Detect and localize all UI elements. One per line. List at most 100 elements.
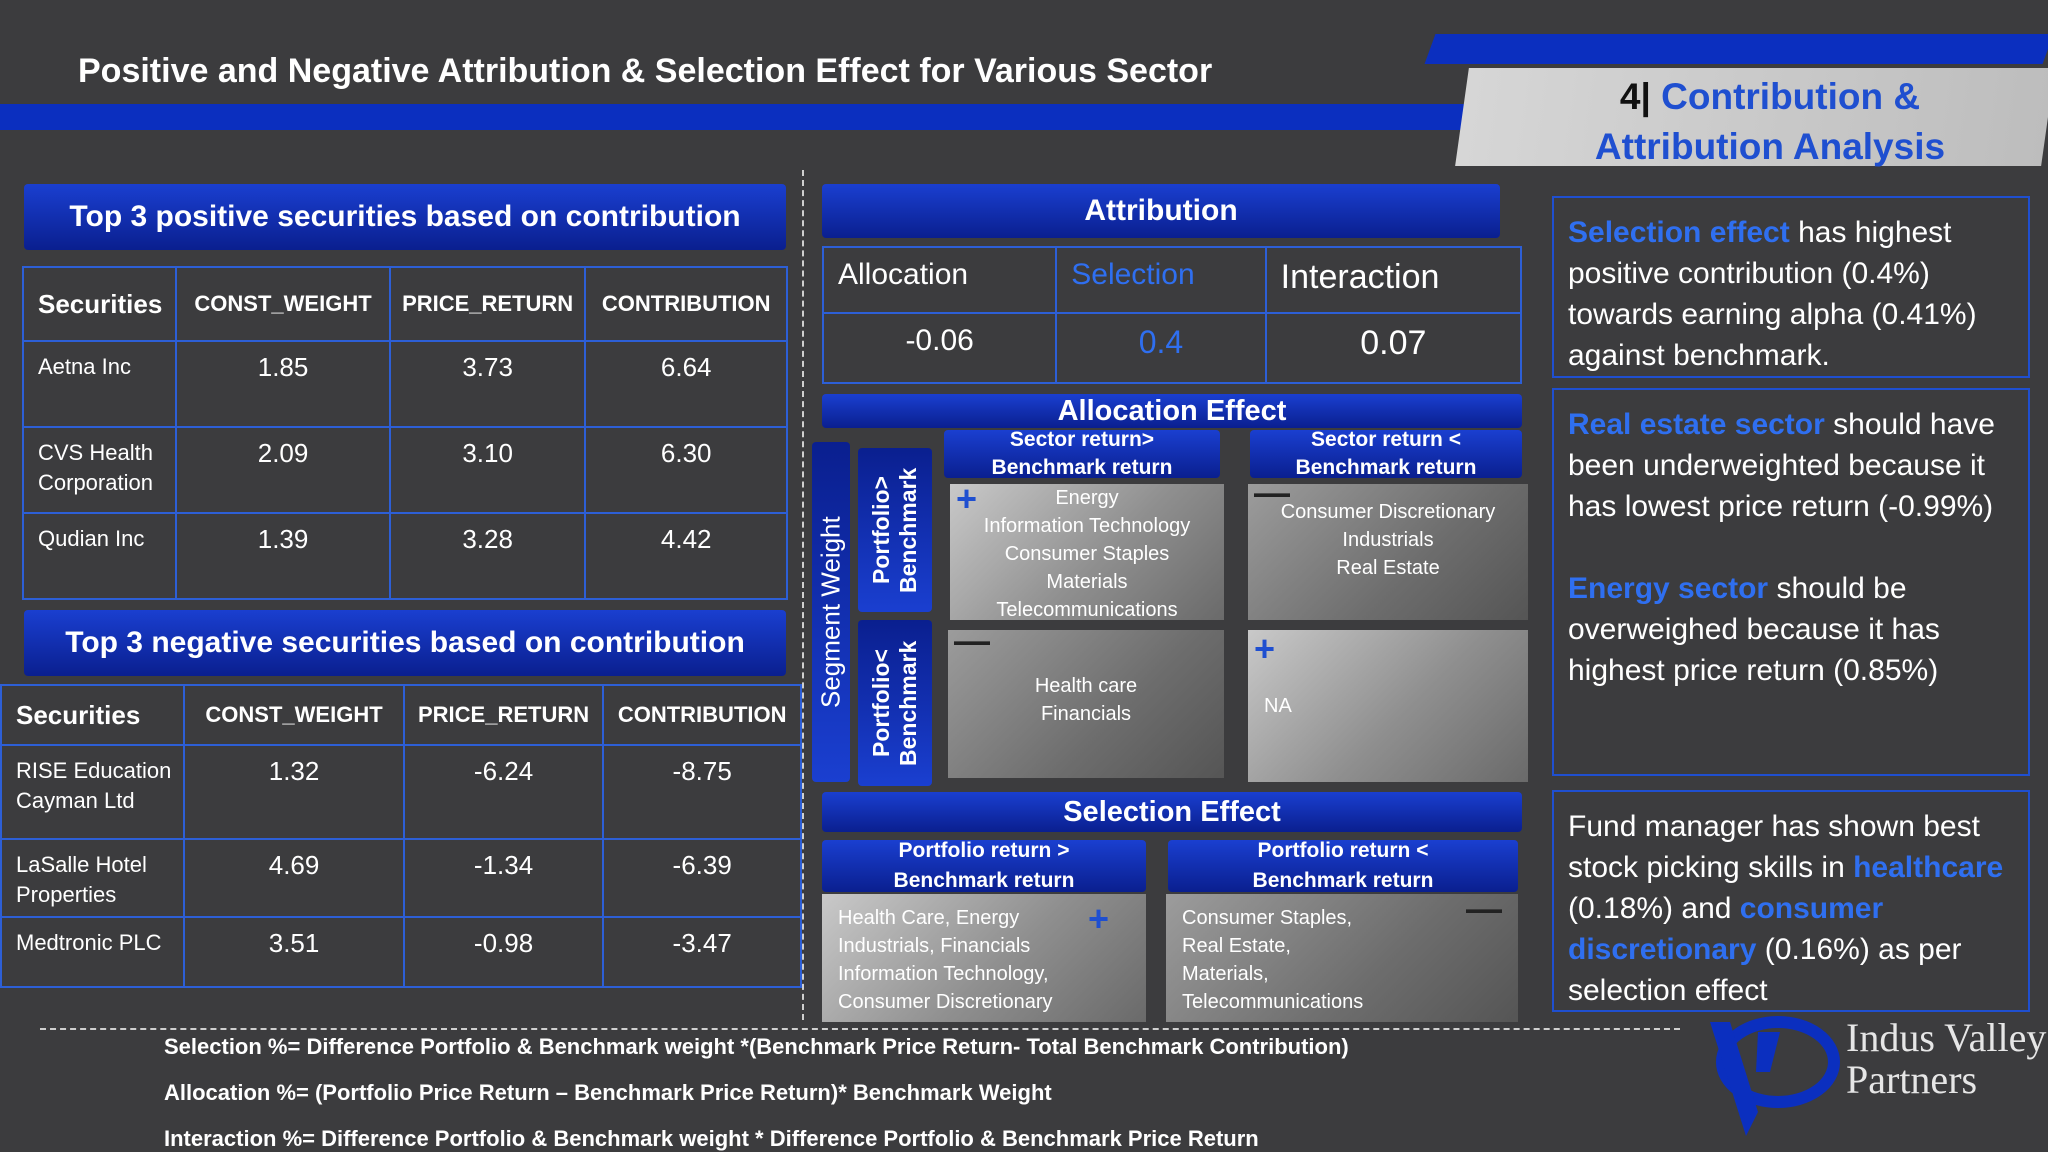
allocation-cell-top-left: + Energy Information Technology Consumer… bbox=[950, 478, 1224, 621]
attribution-heading: Attribution bbox=[822, 184, 1500, 238]
header-bar bbox=[0, 104, 1480, 130]
contribution: 6.30 bbox=[584, 426, 788, 514]
sector-item: Telecommunications bbox=[1182, 991, 1364, 1013]
price-return: 3.73 bbox=[388, 340, 587, 428]
note-text: has highest positive contribution (0.4%)… bbox=[1568, 216, 1977, 372]
contribution: 6.64 bbox=[584, 340, 788, 428]
positive-table: Securities CONST_WEIGHT PRICE_RETURN CON… bbox=[21, 266, 788, 600]
sector-item: Consumer Staples, bbox=[1182, 907, 1353, 929]
price-return: -0.98 bbox=[402, 916, 605, 988]
sector-item: Materials, bbox=[1182, 963, 1269, 985]
section-number: 4| bbox=[1619, 76, 1651, 117]
column-header: CONST_WEIGHT bbox=[183, 684, 405, 746]
col-label-portfolio-greater: Portfolio return > Benchmark return bbox=[822, 839, 1146, 892]
sector-item: Consumer Staples bbox=[1004, 543, 1170, 565]
sector-item: Telecommunications bbox=[996, 599, 1178, 621]
attribution-label-row: Allocation Selection Interaction bbox=[821, 246, 1523, 314]
price-return: 3.10 bbox=[388, 426, 587, 514]
note-sectors: Real estate sector should have been unde… bbox=[1552, 388, 2030, 776]
row-label-portfolio-greater: Portfolio> Benchmark bbox=[858, 448, 932, 612]
header-bar-right bbox=[1424, 34, 2048, 64]
column-header: Securities bbox=[21, 266, 178, 342]
sector-item: Information Technology bbox=[983, 515, 1191, 537]
const-weight: 4.69 bbox=[183, 838, 405, 918]
sector-item: Information Technology, bbox=[838, 963, 1049, 985]
allocation-cell-bottom-right: + NA bbox=[1248, 630, 1528, 782]
attribution-table: Allocation Selection Interaction -0.06 0… bbox=[821, 246, 1523, 384]
allocation-value: -0.06 bbox=[821, 312, 1058, 384]
table-header-row: Securities CONST_WEIGHT PRICE_RETURN CON… bbox=[21, 266, 788, 342]
page-title: Positive and Negative Attribution & Sele… bbox=[78, 52, 1213, 90]
allocation-cell-top-right: — Consumer Discretionary Industrials Rea… bbox=[1248, 475, 1528, 620]
ivp-logo-icon bbox=[1710, 1016, 1840, 1136]
sector-item: Real Estate, bbox=[1182, 935, 1291, 957]
price-return: -6.24 bbox=[402, 744, 605, 840]
table-row: LaSalle Hotel Properties 4.69 -1.34 -6.3… bbox=[0, 838, 802, 918]
plus-icon: + bbox=[1254, 628, 1276, 669]
table-row: Aetna Inc 1.85 3.73 6.64 bbox=[21, 340, 788, 428]
negative-table: Securities CONST_WEIGHT PRICE_RETURN CON… bbox=[0, 684, 802, 988]
note-highlight: Energy sector bbox=[1568, 572, 1769, 605]
price-return: -1.34 bbox=[402, 838, 605, 918]
logo-line-1: Indus Valley bbox=[1846, 1015, 2047, 1060]
sector-item: Financials bbox=[1040, 703, 1132, 725]
attribution-value-row: -0.06 0.4 0.07 bbox=[821, 312, 1523, 384]
note-fund-manager: Fund manager has shown best stock pickin… bbox=[1552, 790, 2030, 1012]
note-text: should have been underweighted because i… bbox=[1568, 408, 1995, 523]
selection-value: 0.4 bbox=[1055, 312, 1267, 384]
table-row: Medtronic PLC 3.51 -0.98 -3.47 bbox=[0, 916, 802, 988]
table-header-row: Securities CONST_WEIGHT PRICE_RETURN CON… bbox=[0, 684, 802, 746]
selection-label: Selection bbox=[1055, 246, 1267, 314]
sector-item: Industrials, Financials bbox=[838, 935, 1031, 957]
table-row: Qudian Inc 1.39 3.28 4.42 bbox=[21, 512, 788, 600]
allocation-effect-heading: Allocation Effect bbox=[822, 394, 1522, 428]
vertical-divider bbox=[802, 170, 804, 1020]
formula-allocation: Allocation %= (Portfolio Price Return – … bbox=[164, 1080, 1052, 1105]
const-weight: 3.51 bbox=[183, 916, 405, 988]
const-weight: 1.85 bbox=[175, 340, 391, 428]
segment-weight-label: Segment Weight bbox=[812, 442, 850, 782]
col-label-sector-greater: Sector return> Benchmark return bbox=[944, 428, 1220, 479]
allocation-label: Allocation bbox=[821, 246, 1058, 314]
const-weight: 2.09 bbox=[175, 426, 391, 514]
const-weight: 1.32 bbox=[183, 744, 405, 840]
allocation-cell-bottom-left: — Health care Financials bbox=[948, 623, 1224, 778]
sector-item: Industrials bbox=[1342, 529, 1434, 551]
plus-icon: + bbox=[956, 478, 978, 519]
table-row: CVS Health Corporation 2.09 3.10 6.30 bbox=[21, 426, 788, 514]
column-header: Securities bbox=[0, 684, 186, 746]
note-text: (0.16%) as per selection effect bbox=[1568, 933, 1962, 1007]
negative-table-heading: Top 3 negative securities based on contr… bbox=[24, 610, 786, 676]
sector-item: Health Care, Energy bbox=[838, 907, 1020, 929]
sector-item: Real Estate bbox=[1336, 557, 1440, 579]
sector-item: Energy bbox=[1055, 487, 1119, 509]
selection-cell-left: + Health Care, Energy Industrials, Finan… bbox=[822, 894, 1146, 1022]
minus-icon: — bbox=[1254, 472, 1290, 513]
sector-item: Materials bbox=[1046, 571, 1128, 593]
section-label: 4| Contribution & Attribution Analysis bbox=[1530, 72, 2010, 172]
price-return: 3.28 bbox=[388, 512, 587, 600]
contribution: 4.42 bbox=[584, 512, 788, 600]
section-title: Contribution & Attribution Analysis bbox=[1594, 76, 1946, 167]
note-selection-effect: Selection effect has highest positive co… bbox=[1552, 196, 2030, 378]
note-highlight: consumer discretionary bbox=[1568, 892, 1884, 966]
column-header: PRICE_RETURN bbox=[388, 266, 587, 342]
contribution: -3.47 bbox=[602, 916, 802, 988]
plus-icon: + bbox=[1088, 898, 1110, 939]
column-header: PRICE_RETURN bbox=[402, 684, 605, 746]
interaction-label: Interaction bbox=[1264, 246, 1523, 314]
column-header: CONTRIBUTION bbox=[602, 684, 802, 746]
note-text: should be overweighed because it has hig… bbox=[1568, 572, 1940, 687]
company-logo: Indus Valley Partners bbox=[1700, 1012, 2048, 1152]
security-name: Aetna Inc bbox=[21, 340, 178, 428]
selection-cell-right: — Consumer Staples, Real Estate, Materia… bbox=[1166, 891, 1518, 1022]
col-label-sector-less: Sector return < Benchmark return bbox=[1250, 428, 1522, 479]
security-name: LaSalle Hotel Properties bbox=[0, 838, 186, 918]
note-highlight: Selection effect bbox=[1568, 216, 1790, 249]
contribution: -6.39 bbox=[602, 838, 802, 918]
const-weight: 1.39 bbox=[175, 512, 391, 600]
table-row: RISE Education Cayman Ltd 1.32 -6.24 -8.… bbox=[0, 744, 802, 840]
contribution: -8.75 bbox=[602, 744, 802, 840]
formula-interaction: Interaction %= Difference Portfolio & Be… bbox=[164, 1126, 1259, 1151]
formula-selection: Selection %= Difference Portfolio & Benc… bbox=[164, 1034, 1349, 1059]
